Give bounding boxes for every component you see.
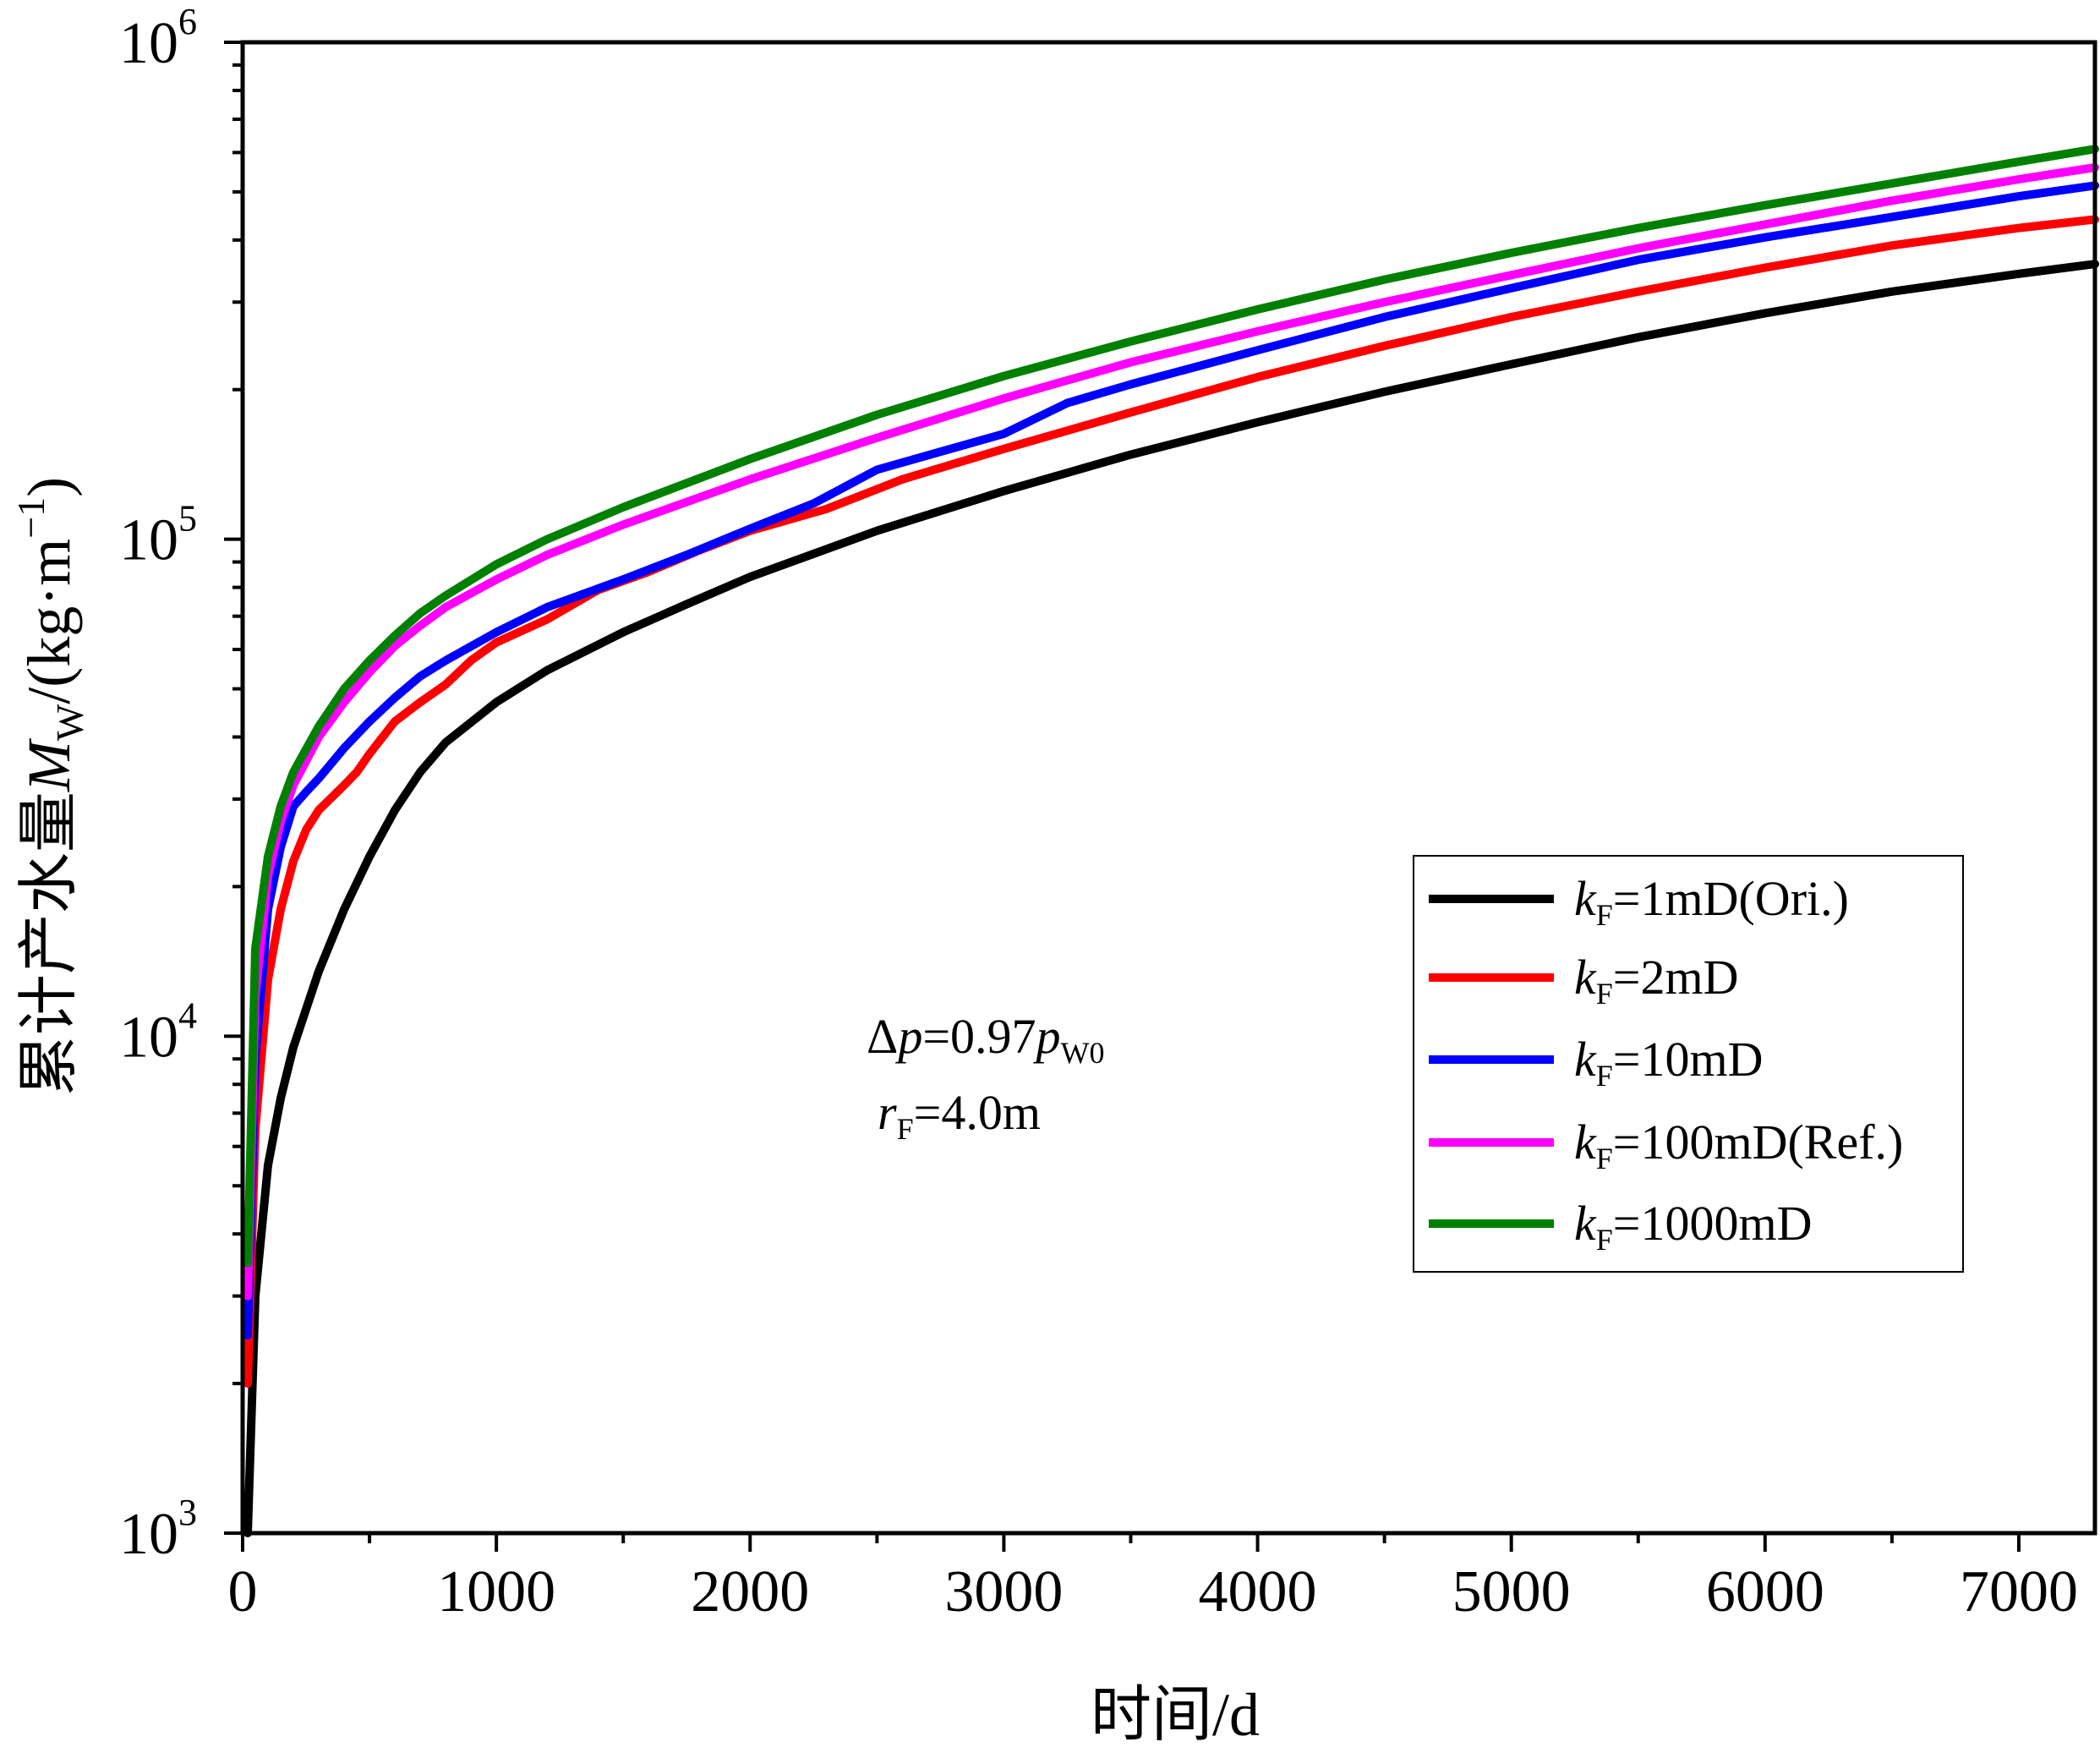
- legend-label-100mD: kF=100mD(Ref.): [1574, 1115, 1903, 1175]
- series-line-1: [243, 215, 2099, 1389]
- x-tick-label: 1000: [437, 1559, 555, 1624]
- y-tick-label: 106: [119, 1, 197, 76]
- y-label-sup: −1: [9, 497, 52, 539]
- y-axis: 103 104 105 106: [119, 1, 243, 1567]
- x-axis: 0 1000 2000 3000 4000 5000 6000 7000: [228, 1533, 2078, 1624]
- x-tick-label: 0: [228, 1559, 258, 1624]
- y-label-prefix: 累计产水量: [15, 792, 83, 1096]
- x-tick-label: 2000: [691, 1559, 809, 1624]
- y-tick-label: 103: [119, 1492, 197, 1567]
- series-line-0: [243, 260, 2099, 1537]
- x-tick-label: 5000: [1452, 1559, 1571, 1624]
- legend-item: kF=2mD: [1429, 950, 1739, 1011]
- legend-item: kF=100mD(Ref.): [1429, 1115, 1903, 1175]
- legend-label-2mD: kF=2mD: [1574, 950, 1739, 1011]
- annotation-rf: rF=4.0m: [878, 1085, 1041, 1146]
- series-line-3: [243, 163, 2099, 1301]
- x-tick-label: 7000: [1960, 1559, 2078, 1624]
- x-tick-label: 4000: [1199, 1559, 1317, 1624]
- legend-item: kF=1mD(Ori.): [1429, 871, 1849, 932]
- x-axis-label: 时间/d: [1091, 1681, 1260, 1749]
- x-tick-label: 6000: [1706, 1559, 1824, 1624]
- y-label-close: ): [15, 477, 83, 497]
- series-line-2: [243, 181, 2099, 1340]
- y-label-unit: /(kg·m: [15, 539, 83, 704]
- annotation-delta-p: Δp=0.97pW0: [867, 1009, 1105, 1070]
- legend-label-10mD: kF=10mD: [1574, 1032, 1764, 1093]
- y-tick-label: 104: [119, 994, 197, 1070]
- plot-frame: [240, 40, 2097, 1536]
- series-line-4: [243, 145, 2099, 1268]
- y-axis-label: 累计产水量MW/(kg·m−1): [9, 477, 91, 1096]
- series-layer: [243, 145, 2099, 1537]
- legend-label-1000mD: kF=1000mD: [1574, 1196, 1813, 1257]
- y-tick-label: 105: [119, 498, 197, 573]
- legend-label-1mD: kF=1mD(Ori.): [1574, 871, 1849, 932]
- legend: kF=1mD(Ori.) kF=2mD kF=10mD kF=100mD(Ref…: [1413, 855, 1964, 1273]
- legend-item: kF=10mD: [1429, 1032, 1764, 1093]
- y-label-sub: W: [48, 704, 91, 741]
- x-tick-label: 3000: [944, 1559, 1063, 1624]
- legend-item: kF=1000mD: [1429, 1196, 1813, 1257]
- y-label-var: M: [15, 737, 83, 792]
